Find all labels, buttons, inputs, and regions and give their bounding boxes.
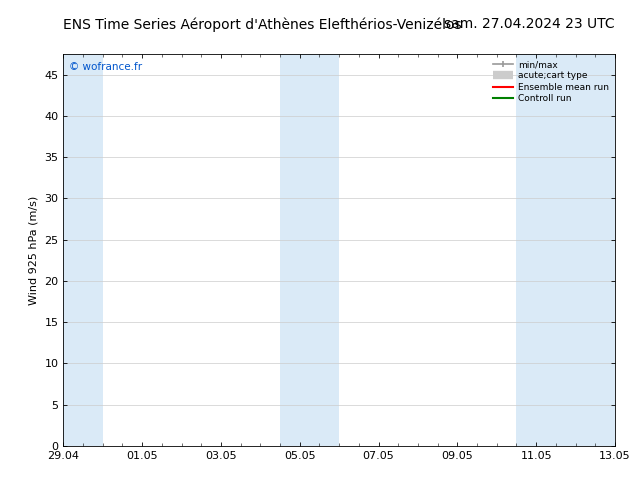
Text: ENS Time Series Aéroport d'Athènes Elefthérios-Venizélos: ENS Time Series Aéroport d'Athènes Eleft… — [63, 17, 462, 32]
Legend: min/max, acute;cart type, Ensemble mean run, Controll run: min/max, acute;cart type, Ensemble mean … — [491, 58, 611, 105]
Y-axis label: Wind 925 hPa (m/s): Wind 925 hPa (m/s) — [29, 196, 39, 304]
Bar — [44, 54, 103, 446]
Bar — [280, 54, 339, 446]
Bar — [517, 54, 634, 446]
Text: © wofrance.fr: © wofrance.fr — [69, 62, 142, 72]
Text: sam. 27.04.2024 23 UTC: sam. 27.04.2024 23 UTC — [444, 17, 615, 31]
